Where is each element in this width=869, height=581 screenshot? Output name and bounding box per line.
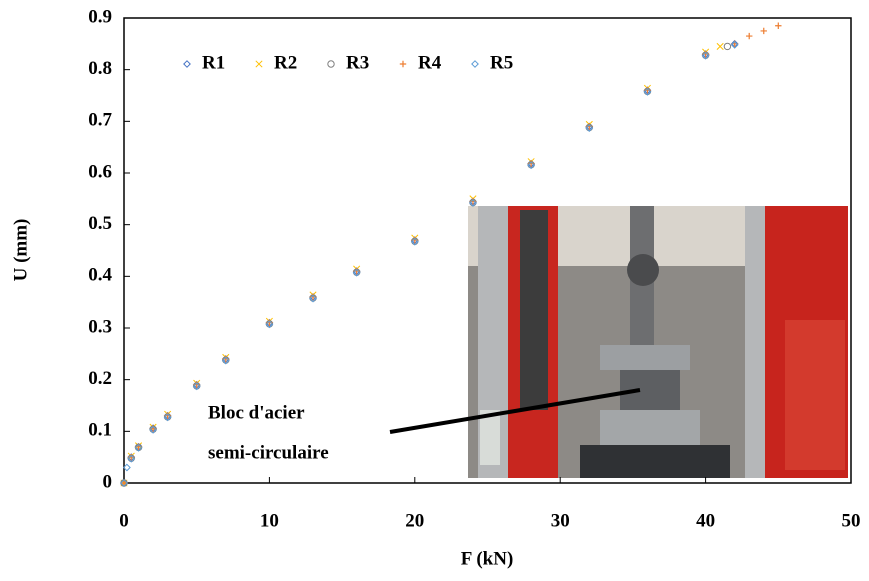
marker xyxy=(775,22,782,29)
marker xyxy=(149,425,157,434)
legend-label: R1 xyxy=(202,52,225,73)
inset-photo xyxy=(468,206,848,478)
legend-marker xyxy=(399,60,407,68)
marker xyxy=(527,161,536,170)
marker xyxy=(352,268,361,277)
annotation: Bloc d'acier xyxy=(208,402,305,423)
y-axis-label: U (mm) xyxy=(10,219,31,282)
x-tick-label: 40 xyxy=(696,510,715,531)
marker xyxy=(134,443,143,452)
y-tick-label: 0.7 xyxy=(88,110,112,131)
x-tick-label: 30 xyxy=(551,510,570,531)
y-tick-label: 0.9 xyxy=(88,6,112,27)
y-tick-label: 0.6 xyxy=(88,161,112,182)
marker xyxy=(760,27,767,35)
marker xyxy=(163,413,172,422)
annotation-arrow xyxy=(389,388,641,434)
x-tick-label: 0 xyxy=(119,510,129,531)
marker xyxy=(469,199,477,207)
legend-label: R2 xyxy=(274,52,297,73)
legend-marker xyxy=(471,60,479,68)
marker xyxy=(192,382,201,391)
y-tick-label: 0.4 xyxy=(88,265,112,286)
marker xyxy=(723,42,732,51)
marker xyxy=(120,479,128,487)
y-tick-label: 0.8 xyxy=(88,58,112,79)
marker xyxy=(309,294,317,303)
y-tick-label: 0.1 xyxy=(88,420,112,441)
marker xyxy=(221,356,230,365)
marker xyxy=(730,40,739,49)
legend-marker xyxy=(183,60,191,68)
legend-label: R5 xyxy=(490,52,513,73)
marker xyxy=(585,124,594,132)
marker xyxy=(716,42,724,50)
marker xyxy=(643,87,652,96)
marker xyxy=(123,463,131,472)
legend-marker xyxy=(255,60,263,68)
x-tick-label: 10 xyxy=(260,510,279,531)
y-tick-label: 0.2 xyxy=(88,368,112,389)
marker xyxy=(120,479,128,487)
y-tick-label: 0.3 xyxy=(88,316,112,337)
x-axis-label: F (kN) xyxy=(461,548,514,569)
marker xyxy=(410,237,419,246)
legend-marker xyxy=(327,60,335,68)
y-tick-label: 0.5 xyxy=(88,213,112,234)
plot-frame xyxy=(123,17,852,484)
marker xyxy=(746,32,753,40)
x-tick-label: 20 xyxy=(405,510,424,531)
marker xyxy=(127,454,136,463)
marker xyxy=(701,51,710,60)
legend-label: R4 xyxy=(418,52,442,73)
y-tick-label: 0 xyxy=(103,471,113,492)
annotation: semi-circulaire xyxy=(208,442,329,463)
legend-label: R3 xyxy=(346,52,369,73)
x-tick-label: 50 xyxy=(842,510,861,531)
marker xyxy=(265,320,274,329)
